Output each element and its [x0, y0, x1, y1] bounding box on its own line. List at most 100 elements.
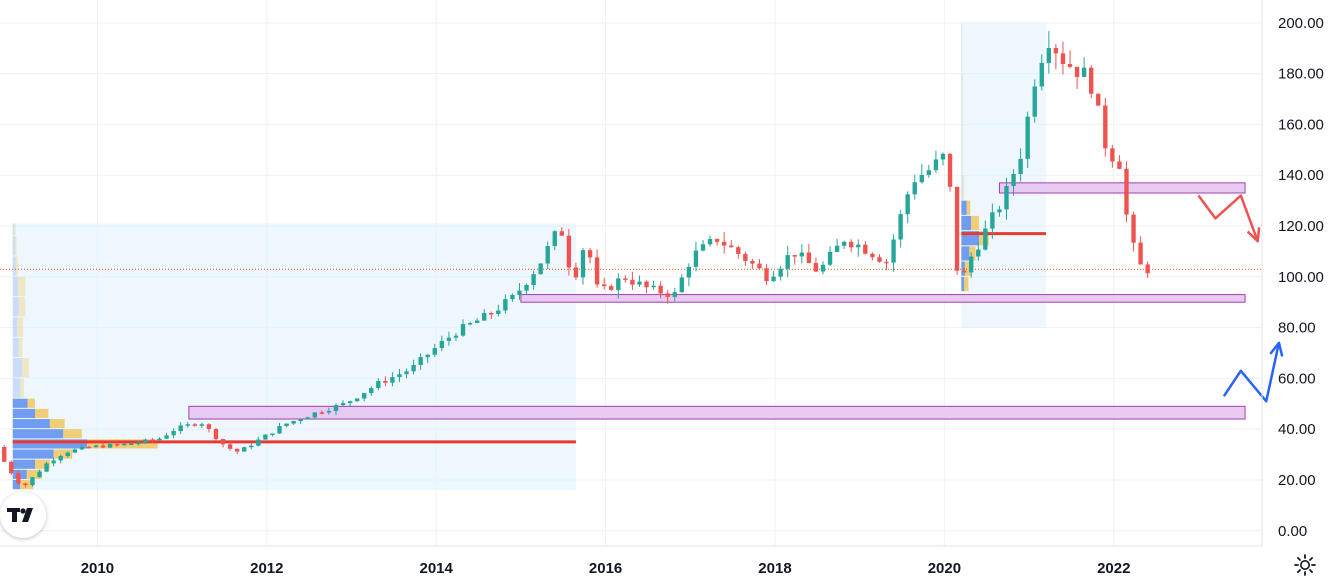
candle-body — [277, 426, 281, 433]
volume-profile-bar-down — [50, 419, 65, 428]
candle-body — [1145, 264, 1149, 273]
volume-profile-area — [961, 23, 1046, 328]
candle-down — [729, 240, 733, 248]
candle-body — [736, 247, 740, 254]
candle-body — [531, 274, 535, 285]
settings-gear-icon[interactable] — [1293, 553, 1317, 577]
volume-profile-bar-down — [964, 277, 968, 291]
candle-body — [1047, 48, 1051, 63]
candle-body — [623, 278, 627, 280]
candle-up — [842, 241, 846, 249]
candle-body — [941, 154, 945, 160]
candle-up — [708, 236, 712, 247]
candle-body — [263, 435, 267, 440]
candle-body — [2, 447, 6, 462]
x-tick-label: 2012 — [250, 560, 283, 577]
candle-body — [16, 473, 20, 483]
volume-profile-bar-down — [15, 236, 16, 255]
candle-body — [59, 456, 63, 460]
candle-up — [1082, 57, 1086, 77]
candle-body — [150, 440, 154, 442]
candle-down — [750, 259, 754, 269]
candle-up — [44, 462, 48, 472]
candle-down — [807, 244, 811, 263]
candle-body — [722, 242, 726, 246]
candle-down — [793, 255, 797, 265]
candle-body — [1124, 169, 1128, 215]
candle-body — [1018, 159, 1022, 174]
candle-body — [581, 250, 585, 277]
volume-profile-bar-up — [961, 74, 962, 124]
candle-up — [786, 246, 790, 277]
candle-body — [757, 264, 761, 269]
candle-body — [1004, 186, 1008, 209]
volume-profile-bar-up — [13, 338, 19, 357]
candle-body — [821, 265, 825, 272]
candle-down — [2, 445, 6, 462]
candle-body — [418, 357, 422, 365]
candle-body — [1131, 215, 1135, 243]
candle-down — [814, 257, 818, 272]
y-tick-label: 80.00 — [1278, 320, 1316, 337]
candle-up — [856, 239, 860, 256]
candle-up — [538, 263, 542, 275]
candle-down — [609, 284, 613, 291]
candle-body — [1138, 243, 1142, 265]
candle-up — [905, 191, 909, 223]
candle-down — [1089, 65, 1093, 98]
candle-body — [863, 245, 867, 254]
candle-body — [849, 242, 853, 247]
candle-up — [927, 165, 931, 178]
candle-body — [764, 268, 768, 281]
x-tick-label: 2022 — [1097, 560, 1130, 577]
candle-down — [214, 428, 218, 441]
candle-down — [595, 249, 599, 287]
volume-profiles — [13, 23, 1046, 490]
candle-body — [1061, 53, 1065, 64]
volume-profile-bar-up — [961, 175, 962, 199]
candle-body — [411, 365, 415, 371]
tv-logo-mark — [6, 506, 40, 524]
candle-body — [214, 429, 218, 439]
candle-down — [870, 252, 874, 260]
candle-body — [143, 440, 147, 443]
tradingview-logo-icon[interactable] — [0, 492, 46, 538]
candle-body — [37, 472, 41, 478]
candle-up — [694, 242, 698, 272]
candle-body — [200, 424, 204, 426]
candle-down — [1145, 261, 1149, 277]
candle-up — [898, 210, 902, 247]
candle-body — [440, 341, 444, 348]
candle-body — [870, 254, 874, 258]
candle-body — [383, 381, 387, 383]
candle-up — [701, 240, 705, 252]
candle-body — [651, 286, 655, 288]
candle-body — [666, 293, 670, 297]
volume-profile-area — [13, 223, 576, 490]
candle-body — [489, 313, 493, 315]
candle-body — [1110, 148, 1114, 161]
candle-body — [122, 444, 126, 446]
volume-profile-bar-down — [22, 358, 29, 377]
candle-body — [341, 403, 345, 405]
volume-profile-bar-up — [13, 460, 35, 469]
candle-body — [553, 231, 557, 246]
volume-profile-bar-up — [13, 277, 18, 296]
candle-body — [461, 324, 465, 336]
candle-down — [9, 460, 13, 474]
candle-body — [171, 431, 175, 435]
candle-body — [23, 483, 27, 485]
volume-profile-bar-up — [13, 297, 19, 316]
volume-profile-bar-up — [961, 246, 969, 260]
candle-body — [291, 421, 295, 424]
candle-body — [207, 424, 211, 429]
volume-profile-bar-up — [13, 409, 35, 418]
candle-up — [821, 261, 825, 274]
candle-body — [1011, 174, 1015, 186]
candle-up — [920, 164, 924, 183]
candle-body — [1089, 68, 1093, 94]
candle-body — [1025, 117, 1029, 159]
candle-down — [722, 232, 726, 254]
